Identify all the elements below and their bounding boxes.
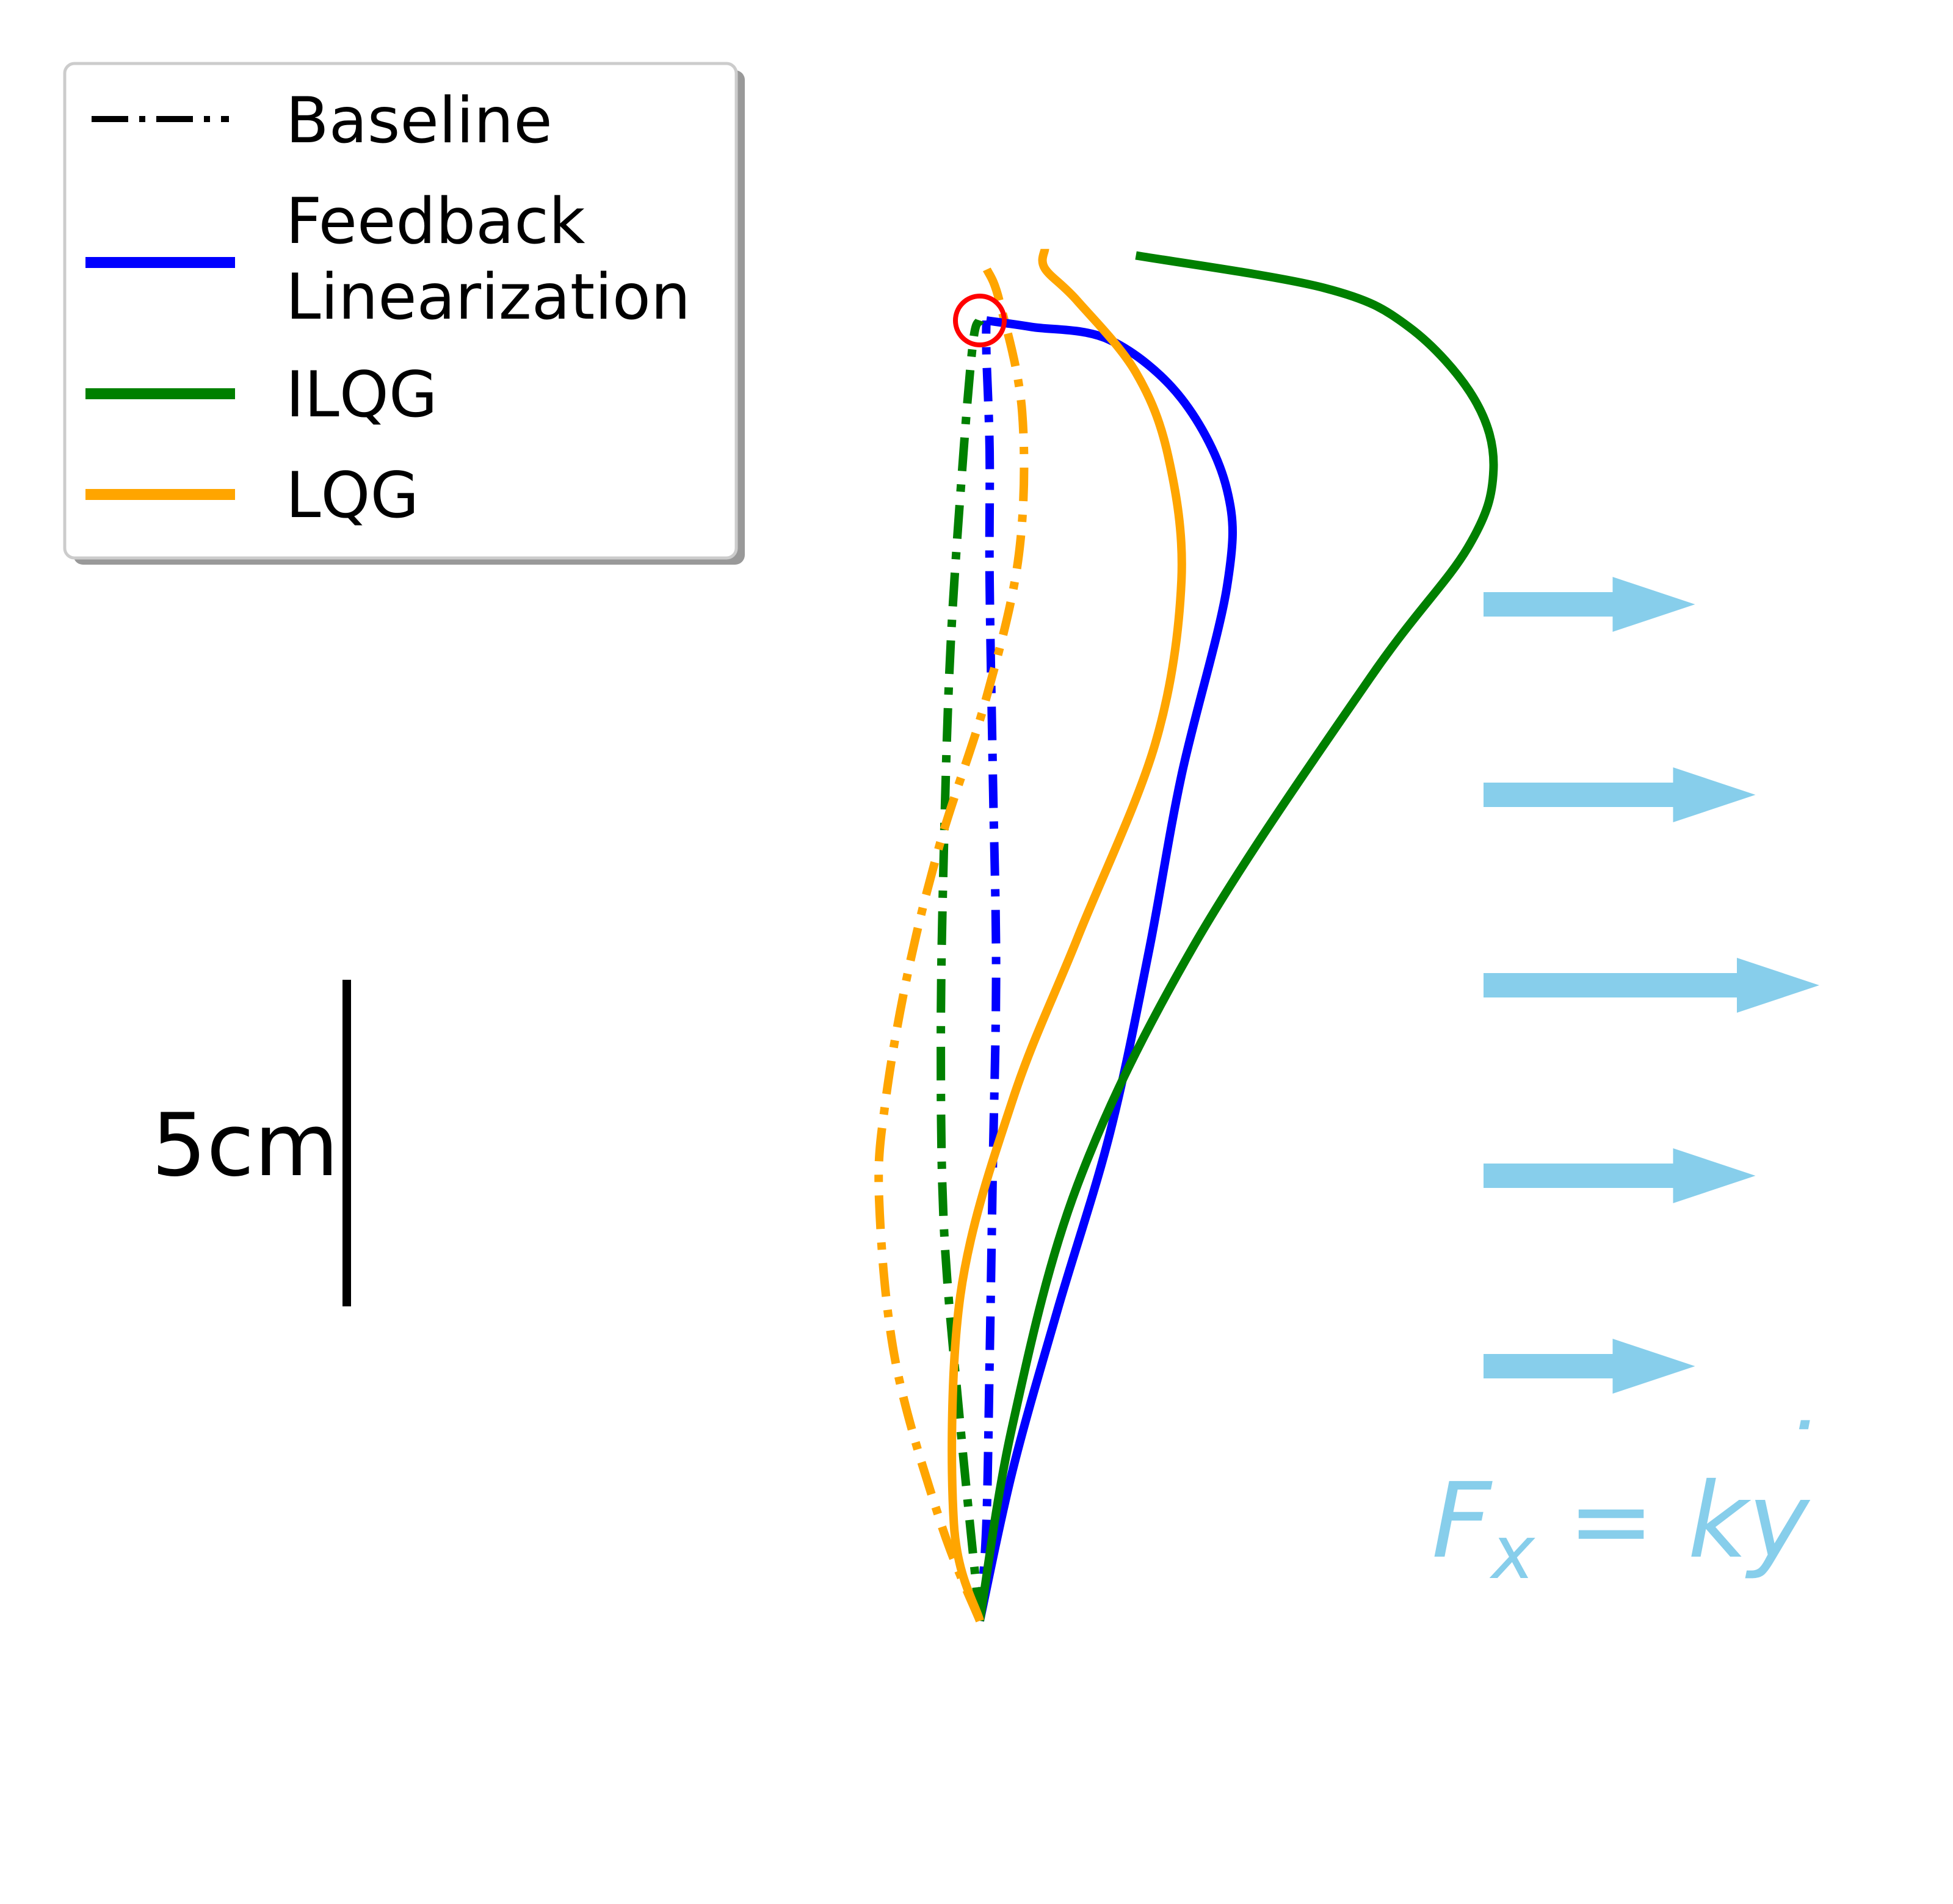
force-arrow-5 (1484, 1339, 1695, 1394)
trajectory-baseline-ilqg (937, 317, 984, 1621)
force-arrow-3 (1484, 958, 1819, 1013)
legend-label-feedback: Feedback (286, 185, 585, 258)
trajectory-baseline-feedback-linearization (976, 320, 1001, 1621)
legend-frame (63, 62, 738, 560)
trajectory-feedback-linearization (976, 316, 1237, 1622)
force-arrow-1 (1484, 577, 1695, 632)
trajectory-lqg (948, 248, 1186, 1622)
scale-bar-label: 5cm (151, 1095, 339, 1196)
target-circle (953, 294, 1007, 347)
legend-label-lqg: LQG (286, 459, 419, 532)
trajectory-baseline-lqg (874, 266, 1029, 1623)
force-label-subscript-x: x (1489, 1511, 1536, 1596)
force-label-F: F (1432, 1461, 1493, 1582)
force-label-equation: = ky (1535, 1461, 1811, 1582)
trajectory-layer (874, 248, 1498, 1623)
force-arrow-2 (1484, 767, 1756, 822)
force-arrow-4 (1484, 1148, 1756, 1203)
force-label-dot: ˙ (1774, 1405, 1819, 1511)
legend-label-ilqg: ILQG (286, 358, 438, 432)
force-field-label: Fx = ky (1432, 1461, 1811, 1596)
legend: Baseline Feedback Linearization ILQG LQG (63, 62, 745, 565)
trajectory-ilqg (976, 251, 1498, 1622)
legend-label-baseline: Baseline (286, 84, 553, 157)
force-field-arrows (1484, 577, 1819, 1394)
legend-label-linearization: Linearization (286, 261, 690, 334)
scale-bar: 5cm (151, 980, 351, 1306)
